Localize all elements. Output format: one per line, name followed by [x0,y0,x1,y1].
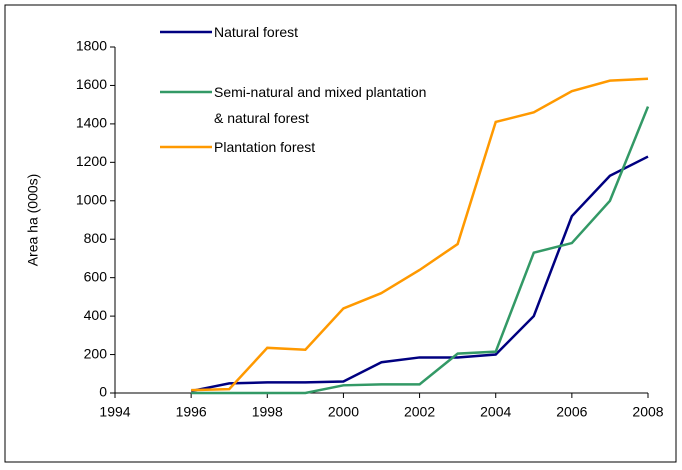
x-tick-label: 2004 [480,404,511,420]
y-tick-label: 200 [84,345,108,361]
x-tick-label: 1998 [252,404,283,420]
x-tick-label: 2002 [404,404,435,420]
series-line [191,106,650,395]
y-tick-label: 600 [84,268,108,284]
y-tick-label: 1800 [76,38,107,54]
x-tick-label: 1994 [99,404,130,420]
y-tick-label: 400 [84,307,108,323]
x-tick-label: 1996 [176,404,207,420]
x-tick-label: 2008 [632,404,663,420]
x-tick-label: 2000 [328,404,359,420]
y-tick-label: 800 [84,230,108,246]
y-tick-label: 1000 [76,191,107,207]
y-tick-label: 0 [99,384,107,400]
series-line [190,155,649,393]
y-axis-label: Area ha (000s) [25,174,41,267]
legend-label: Natural forest [214,24,299,40]
y-tick-label: 1200 [76,153,107,169]
y-tick-label: 1600 [76,76,107,92]
series-line [191,77,649,392]
y-tick-label: 1400 [76,115,107,131]
x-tick-label: 2006 [556,404,587,420]
legend-label: Plantation forest [214,139,316,155]
legend-label: Semi-natural and mixed plantation & natu… [214,84,427,126]
